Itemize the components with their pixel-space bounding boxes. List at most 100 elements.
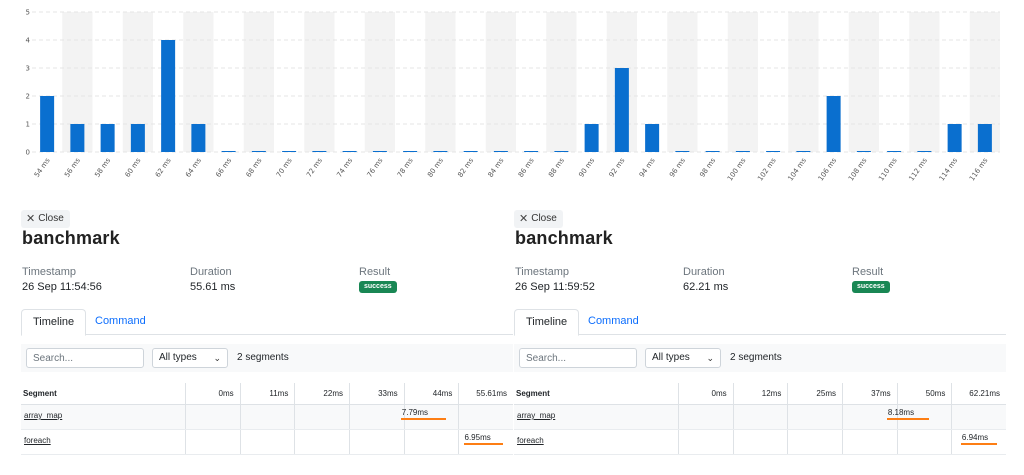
timeline-tick-label: 25ms bbox=[816, 389, 836, 398]
timeline-divider bbox=[787, 383, 789, 404]
chevron-down-icon: ⌄ bbox=[706, 353, 714, 363]
x-tick-label: 86 ms bbox=[517, 156, 536, 179]
timeline-divider bbox=[349, 383, 350, 404]
segment-duration-label: 6.95ms bbox=[464, 433, 491, 442]
chart-bar bbox=[796, 151, 811, 152]
search-input[interactable] bbox=[519, 348, 637, 368]
x-tick-label: 74 ms bbox=[335, 156, 354, 179]
segment-link-array-map[interactable]: array_map bbox=[24, 411, 63, 420]
tab-command[interactable]: Command bbox=[588, 315, 639, 327]
segment-bar[interactable] bbox=[463, 443, 504, 445]
chart-bar bbox=[917, 151, 932, 152]
timeline-divider bbox=[403, 383, 405, 404]
chart-band bbox=[667, 12, 698, 152]
timeline-toolbar: All types ⌄ 2 segments bbox=[514, 344, 1006, 372]
segment-link-array-map[interactable]: array_map bbox=[517, 411, 556, 420]
chart-band bbox=[546, 12, 577, 152]
duration-label: Duration bbox=[683, 266, 725, 278]
chart-bar bbox=[705, 151, 720, 152]
chart-bar bbox=[584, 124, 599, 152]
y-tick-label: 1 bbox=[26, 121, 30, 129]
x-tick-label: 104 ms bbox=[787, 156, 809, 182]
chart-bar bbox=[191, 124, 206, 152]
x-tick-label: 106 ms bbox=[817, 156, 839, 182]
timeline-divider bbox=[294, 430, 296, 454]
chart-bar bbox=[282, 151, 297, 152]
x-tick-label: 56 ms bbox=[63, 156, 82, 179]
tab-timeline[interactable]: Timeline bbox=[514, 309, 580, 336]
segment-bar[interactable] bbox=[960, 443, 997, 445]
segment-column-header: Segment bbox=[516, 389, 550, 398]
close-button[interactable]: ✕ Close bbox=[514, 210, 563, 228]
x-tick-label: 94 ms bbox=[638, 156, 657, 179]
timeline-divider bbox=[842, 405, 843, 429]
chart-bar bbox=[221, 151, 236, 152]
x-tick-label: 90 ms bbox=[577, 156, 596, 179]
type-filter-select[interactable]: All types ⌄ bbox=[152, 348, 228, 368]
segment-link-foreach[interactable]: foreach bbox=[517, 436, 544, 445]
timeline-divider bbox=[787, 405, 789, 429]
x-tick-label: 108 ms bbox=[847, 156, 869, 182]
x-tick-label: 92 ms bbox=[608, 156, 627, 179]
segment-bar[interactable] bbox=[886, 418, 929, 420]
table-row: array_map 7.79ms bbox=[21, 405, 513, 430]
type-filter-select[interactable]: All types ⌄ bbox=[645, 348, 721, 368]
x-tick-label: 62 ms bbox=[154, 156, 173, 179]
run-detail-panel-left: ✕ Close banchmark Timestamp 26 Sep 11:54… bbox=[21, 210, 513, 472]
x-tick-label: 76 ms bbox=[366, 156, 385, 179]
timeline-divider bbox=[732, 430, 734, 454]
x-tick-label: 88 ms bbox=[547, 156, 566, 179]
chart-bar bbox=[675, 151, 690, 152]
timeline-header: Segment 0ms 11ms 22ms 33ms 44ms 55.61ms bbox=[21, 383, 513, 405]
close-button[interactable]: ✕ Close bbox=[21, 210, 70, 228]
chart-bar bbox=[614, 68, 629, 152]
timeline-tick-label: 44ms bbox=[432, 389, 453, 398]
segment-link-foreach[interactable]: foreach bbox=[24, 436, 51, 445]
duration-histogram: 0 1 2 3 4 5 54 ms 56 ms 58 ms 60 ms 62 ms 64 ms 66 m… bbox=[26, 9, 1000, 182]
timeline-tick-label: 37ms bbox=[871, 389, 891, 398]
x-tick-label: 80 ms bbox=[426, 156, 445, 179]
chart-band bbox=[485, 12, 516, 152]
chart-bar bbox=[493, 151, 508, 152]
duration-label: Duration bbox=[190, 266, 232, 278]
status-badge: success bbox=[359, 281, 397, 293]
close-label: Close bbox=[531, 213, 557, 224]
timeline-divider bbox=[951, 405, 953, 429]
y-tick-label: 3 bbox=[26, 65, 30, 73]
chart-bar bbox=[251, 151, 266, 152]
tab-timeline[interactable]: Timeline bbox=[21, 309, 87, 336]
chart-band bbox=[909, 12, 940, 152]
timeline-divider bbox=[294, 383, 296, 404]
timeline-divider bbox=[349, 405, 350, 429]
segment-bar[interactable] bbox=[400, 418, 446, 420]
chart-bar bbox=[826, 96, 841, 152]
chart-bar bbox=[524, 151, 539, 152]
x-tick-label: 72 ms bbox=[305, 156, 324, 179]
timeline-divider bbox=[458, 430, 460, 454]
chart-bar bbox=[40, 96, 55, 152]
chart-bar bbox=[947, 124, 962, 152]
chart-band bbox=[425, 12, 456, 152]
chart-bar bbox=[100, 124, 115, 152]
tab-command[interactable]: Command bbox=[95, 315, 146, 327]
chart-band bbox=[364, 12, 395, 152]
timeline-divider bbox=[896, 430, 898, 454]
chart-band bbox=[304, 12, 335, 152]
chart-bar bbox=[433, 151, 448, 152]
chart-bar bbox=[735, 151, 750, 152]
timeline-divider bbox=[458, 405, 460, 429]
x-tick-label: 116 ms bbox=[968, 156, 990, 182]
chart-bar bbox=[403, 151, 418, 152]
timeline-divider bbox=[678, 383, 679, 404]
timeline-header: Segment 0ms 12ms 25ms 37ms 50ms 62.21ms bbox=[514, 383, 1006, 405]
y-tick-label: 0 bbox=[26, 149, 30, 157]
status-badge: success bbox=[852, 281, 890, 293]
timeline-divider bbox=[678, 405, 679, 429]
x-tick-label: 96 ms bbox=[668, 156, 687, 179]
search-input[interactable] bbox=[26, 348, 144, 368]
timeline-tick-label: 62.21ms bbox=[969, 389, 1000, 398]
timeline-divider bbox=[403, 405, 405, 429]
chevron-down-icon: ⌄ bbox=[213, 353, 221, 363]
segment-count: 2 segments bbox=[237, 352, 289, 363]
timeline-tick-label: 11ms bbox=[269, 389, 289, 398]
